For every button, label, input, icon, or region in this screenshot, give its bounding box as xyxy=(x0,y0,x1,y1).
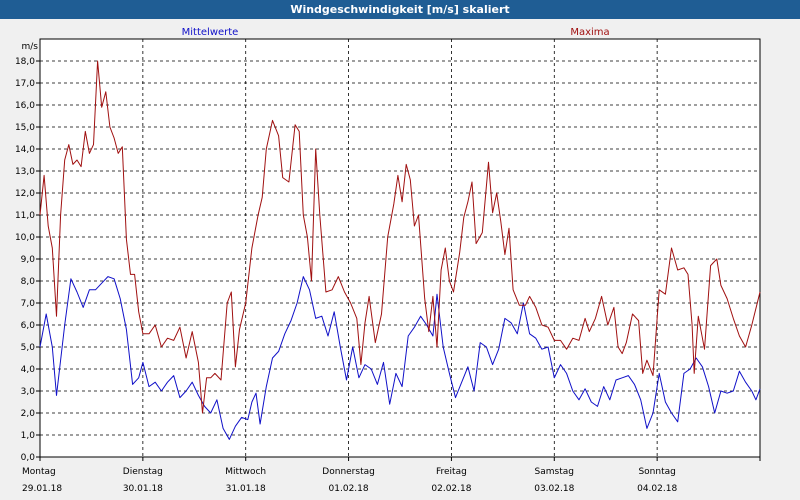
series-lines xyxy=(39,60,761,440)
y-tick-label: 14,0 xyxy=(15,145,35,155)
legend-maxima: Maxima xyxy=(570,27,609,38)
y-tick-label: 1,0 xyxy=(21,431,36,441)
x-tick-date: 04.02.18 xyxy=(637,484,677,494)
y-tick-label: 15,0 xyxy=(15,123,35,133)
x-tick-weekday: Dienstag xyxy=(123,467,163,477)
window-title: Windgeschwindigkeit [m/s] skaliert xyxy=(0,0,800,19)
x-tick-date: 02.02.18 xyxy=(431,484,471,494)
y-tick-label: 7,0 xyxy=(21,299,36,309)
y-tick-label: 11,0 xyxy=(15,211,35,221)
x-tick-weekday: Freitag xyxy=(436,467,467,477)
x-tick-date: 31.01.18 xyxy=(226,484,266,494)
y-tick-label: 13,0 xyxy=(15,167,35,177)
x-axis-ticks: Montag 29.01.18 Dienstag 30.01.18 Mittwoch 31… xyxy=(22,457,761,494)
x-tick-weekday: Sonntag xyxy=(638,467,675,477)
y-tick-label: 18,0 xyxy=(15,57,35,67)
y-tick-label: 9,0 xyxy=(21,255,36,265)
y-tick-label: 10,0 xyxy=(15,233,35,243)
y-axis-ticks: 0,0 1,0 2,0 3,0 4,0 5,0 6,0 7,0 8,0 9,0 10,0 11,0 12… xyxy=(15,57,40,463)
y-axis-unit-label: m/s xyxy=(22,42,39,52)
y-tick-label: 6,0 xyxy=(21,321,36,331)
grid-lines xyxy=(40,39,760,458)
x-tick-weekday: Montag xyxy=(22,467,56,477)
y-tick-label: 16,0 xyxy=(15,101,35,111)
y-tick-label: 17,0 xyxy=(15,79,35,89)
x-tick-date: 30.01.18 xyxy=(123,484,163,494)
series-line-maxima xyxy=(39,60,761,414)
x-tick-weekday: Mittwoch xyxy=(225,467,266,477)
x-tick-date: 29.01.18 xyxy=(22,484,62,494)
x-tick-date: 03.02.18 xyxy=(534,484,574,494)
y-tick-label: 4,0 xyxy=(21,365,36,375)
y-tick-label: 8,0 xyxy=(21,277,36,287)
y-tick-label: 2,0 xyxy=(21,409,36,419)
plot-area xyxy=(39,38,761,458)
legend-mittelwerte: Mittelwerte xyxy=(182,27,239,38)
x-tick-date: 01.02.18 xyxy=(329,484,369,494)
wind-speed-chart: 0,0 1,0 2,0 3,0 4,0 5,0 6,0 7,0 8,0 9,0 10,0 11,0 12… xyxy=(15,27,761,494)
y-tick-label: 3,0 xyxy=(21,387,36,397)
series-line-mittelwerte xyxy=(39,276,761,440)
x-tick-weekday: Samstag xyxy=(535,467,574,477)
x-tick-weekday: Donnerstag xyxy=(322,467,375,477)
y-tick-label: 5,0 xyxy=(21,343,36,353)
y-tick-label: 12,0 xyxy=(15,189,35,199)
y-tick-label: 0,0 xyxy=(21,453,36,463)
